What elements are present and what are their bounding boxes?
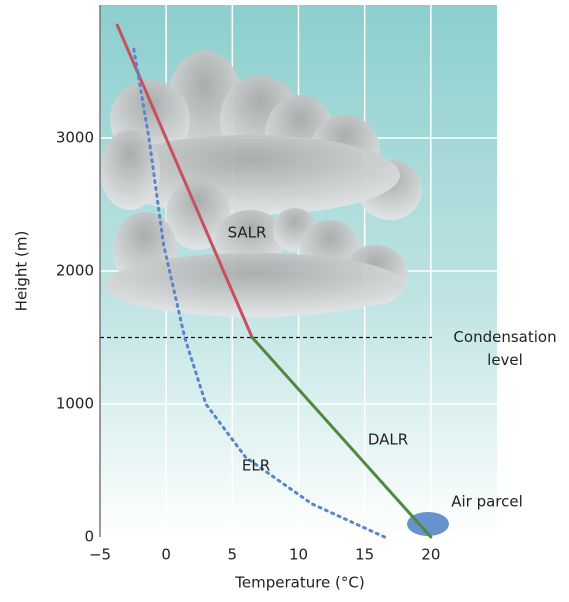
- series-label: SALR: [228, 224, 267, 242]
- x-tick-label: 20: [421, 546, 440, 564]
- condensation-label: level: [487, 351, 523, 369]
- x-tick-label: 0: [161, 546, 171, 564]
- x-axis-label: Temperature (°C): [234, 574, 364, 592]
- series-label: ELR: [242, 457, 270, 475]
- series-line: [250, 336, 433, 539]
- y-axis-label: Height (m): [13, 231, 31, 312]
- x-tick-label: 10: [289, 546, 308, 564]
- y-tick-label: 2000: [56, 262, 94, 280]
- x-tick-label: 15: [355, 546, 374, 564]
- condensation-label: Condensation: [453, 328, 556, 346]
- x-tick-label: 5: [228, 546, 238, 564]
- series-label: DALR: [368, 431, 408, 449]
- y-tick-label: 0: [84, 528, 94, 546]
- x-tick-label: −5: [89, 546, 111, 564]
- y-tick-label: 1000: [56, 395, 94, 413]
- annotation: Air parcel: [451, 493, 523, 511]
- series-line: [131, 43, 387, 539]
- y-tick-label: 3000: [56, 129, 94, 147]
- air-parcel: [407, 512, 449, 536]
